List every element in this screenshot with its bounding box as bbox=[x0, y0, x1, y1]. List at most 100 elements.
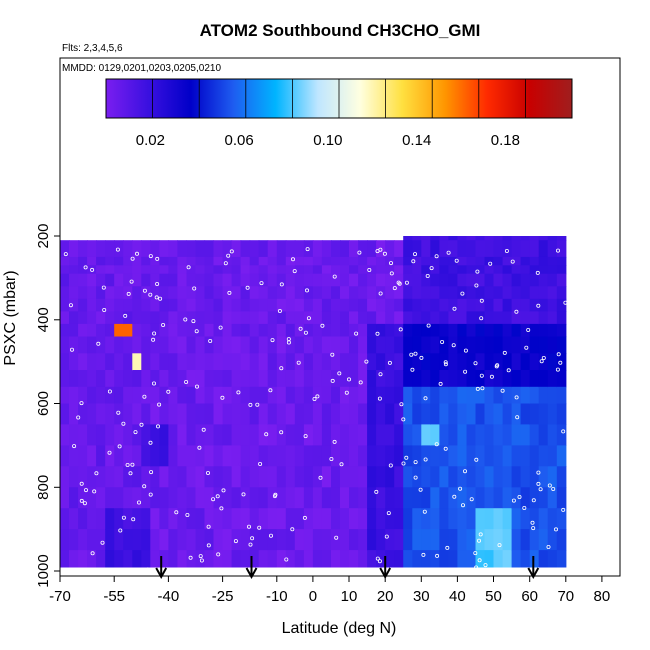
profile-arrow-head bbox=[527, 567, 540, 580]
heatmap-cell bbox=[430, 386, 440, 405]
heatmap-cell bbox=[141, 353, 151, 371]
heatmap-cell bbox=[430, 403, 440, 425]
heatmap-cell bbox=[177, 529, 187, 551]
heatmap-cell bbox=[222, 353, 233, 371]
heatmap-cell bbox=[123, 508, 133, 530]
heatmap-cell bbox=[394, 445, 404, 467]
sample-point bbox=[409, 352, 414, 357]
x-tick-label: 10 bbox=[341, 588, 358, 605]
heatmap-cell bbox=[312, 311, 323, 325]
sample-point bbox=[388, 261, 393, 266]
sample-point bbox=[68, 303, 73, 308]
heatmap-cell bbox=[222, 508, 233, 530]
sample-point bbox=[79, 498, 84, 503]
heatmap-cell bbox=[303, 445, 314, 467]
heatmap-cell bbox=[150, 240, 160, 258]
heatmap-cell bbox=[475, 508, 486, 530]
heatmap-cell bbox=[340, 403, 350, 425]
heatmap-cell bbox=[484, 311, 495, 325]
heatmap-cell bbox=[222, 386, 233, 405]
heatmap-cell bbox=[231, 256, 242, 266]
heatmap-cell bbox=[349, 240, 359, 258]
sample-point bbox=[451, 343, 456, 348]
heatmap-cell bbox=[493, 273, 504, 287]
heatmap-cell bbox=[421, 370, 431, 388]
heatmap-cell bbox=[484, 466, 495, 488]
heatmap-cell bbox=[132, 445, 142, 467]
heatmap-cell bbox=[340, 550, 350, 568]
heatmap-cell bbox=[231, 445, 242, 467]
sample-point bbox=[186, 265, 191, 270]
heatmap-cell bbox=[213, 386, 224, 405]
sample-point bbox=[304, 288, 309, 293]
heatmap-cell bbox=[213, 298, 224, 312]
heatmap-cell bbox=[69, 529, 79, 551]
heatmap-cell bbox=[439, 386, 449, 405]
heatmap-cell bbox=[69, 466, 79, 488]
heatmap-cell bbox=[240, 508, 251, 530]
heatmap-cell bbox=[556, 256, 567, 266]
heatmap-cell bbox=[475, 286, 486, 300]
heatmap-cell bbox=[529, 265, 540, 275]
heatmap-cell bbox=[349, 386, 359, 405]
heatmap-cell bbox=[520, 353, 531, 371]
chart-title: ATOM2 Southbound CH3CHO_GMI bbox=[200, 21, 481, 40]
heatmap-cell bbox=[529, 529, 540, 551]
heatmap-cell bbox=[258, 370, 269, 388]
sample-point bbox=[488, 261, 493, 266]
heatmap-cell bbox=[159, 508, 169, 530]
heatmap-cell bbox=[258, 240, 269, 258]
heatmap-cell bbox=[231, 298, 242, 312]
sample-point bbox=[191, 319, 196, 324]
heatmap-cell bbox=[141, 311, 151, 325]
heatmap-cell bbox=[385, 286, 395, 300]
heatmap-cell bbox=[358, 466, 368, 488]
heatmap-cell bbox=[421, 353, 431, 371]
heatmap-cell bbox=[511, 508, 522, 530]
heatmap-cell bbox=[303, 336, 314, 354]
heatmap-cell bbox=[267, 466, 278, 488]
heatmap-cell bbox=[538, 298, 549, 312]
heatmap-cell bbox=[385, 240, 395, 258]
heatmap-cell bbox=[493, 445, 504, 467]
heatmap-cell bbox=[60, 353, 70, 371]
heatmap-cell bbox=[457, 529, 467, 551]
sample-point bbox=[517, 494, 522, 499]
heatmap-cell bbox=[385, 386, 395, 405]
heatmap-cell bbox=[96, 265, 106, 275]
heatmap-cell bbox=[159, 550, 169, 568]
heatmap-cell bbox=[394, 466, 404, 488]
sample-point bbox=[397, 281, 402, 286]
heatmap-cell bbox=[502, 273, 513, 287]
heatmap-cell bbox=[258, 445, 269, 467]
heatmap-cell bbox=[448, 386, 458, 405]
sample-point bbox=[305, 247, 310, 252]
heatmap-cell bbox=[340, 240, 350, 258]
heatmap-cell bbox=[177, 487, 187, 509]
heatmap-cell bbox=[213, 466, 224, 488]
heatmap-cell bbox=[285, 256, 296, 266]
sample-point bbox=[469, 497, 474, 502]
heatmap-cell bbox=[457, 273, 467, 287]
heatmap-cell bbox=[412, 273, 422, 287]
heatmap-cell bbox=[376, 529, 386, 551]
heatmap-cell bbox=[484, 353, 495, 371]
heatmap-cell bbox=[511, 403, 522, 425]
heatmap-cell bbox=[96, 370, 106, 388]
heatmap-cell bbox=[258, 386, 269, 405]
sample-point bbox=[364, 359, 369, 364]
heatmap-cell bbox=[267, 240, 278, 258]
sample-point bbox=[246, 524, 251, 529]
heatmap-cell bbox=[457, 370, 467, 388]
heatmap-cell bbox=[529, 298, 540, 312]
sample-point bbox=[248, 402, 253, 407]
heatmap-cell bbox=[321, 286, 332, 300]
heatmap-cell bbox=[412, 550, 422, 568]
heatmap-cell bbox=[538, 323, 549, 338]
heatmap-cell bbox=[556, 236, 567, 241]
heatmap-cell bbox=[285, 370, 296, 388]
heatmap-cell bbox=[87, 323, 97, 338]
heatmap-cell bbox=[204, 386, 215, 405]
heatmap-cell bbox=[276, 386, 287, 405]
heatmap-cell bbox=[267, 487, 278, 509]
